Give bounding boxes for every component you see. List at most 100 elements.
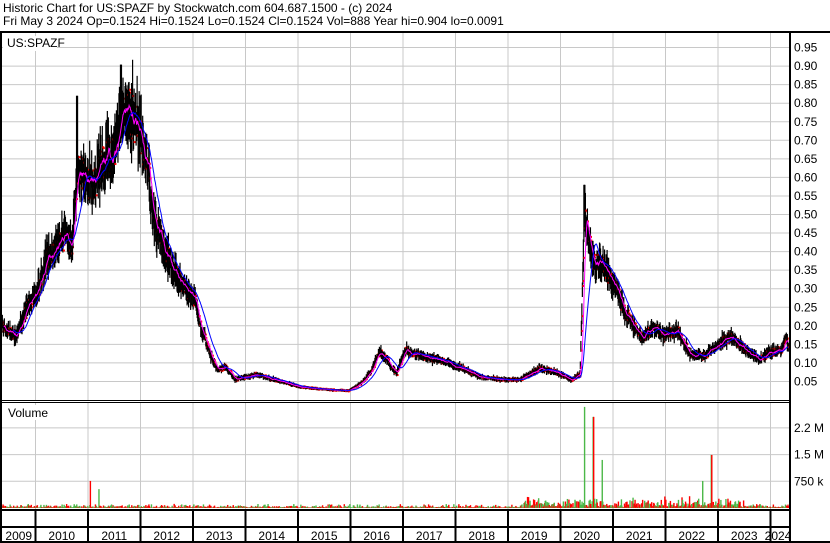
volume-bar bbox=[494, 506, 496, 508]
year-label: 2024 bbox=[765, 529, 792, 543]
symbol-label: US:SPAZF bbox=[7, 36, 65, 50]
volume-bar bbox=[763, 506, 765, 508]
volume-bar bbox=[124, 506, 126, 508]
volume-bar bbox=[197, 505, 200, 508]
price-tick-label: 0.55 bbox=[794, 189, 818, 203]
close-tick bbox=[571, 379, 574, 382]
volume-bar bbox=[555, 506, 558, 508]
close-tick bbox=[195, 294, 198, 297]
volume-bar bbox=[17, 506, 20, 508]
close-tick bbox=[678, 326, 681, 329]
volume-bar bbox=[233, 506, 235, 508]
volume-bar bbox=[441, 505, 443, 508]
volume-bar bbox=[226, 504, 229, 508]
price-tick-label: 0.45 bbox=[794, 226, 818, 240]
volume-bar bbox=[181, 504, 183, 508]
volume-bar bbox=[537, 498, 540, 508]
volume-bar bbox=[629, 500, 631, 508]
volume-bar bbox=[328, 504, 331, 508]
volume-label: Volume bbox=[8, 406, 48, 420]
volume-bar bbox=[47, 505, 50, 508]
volume-bar bbox=[275, 506, 278, 508]
close-tick bbox=[423, 358, 426, 361]
volume-bar bbox=[76, 504, 78, 508]
volume-bar bbox=[330, 504, 333, 508]
volume-bar bbox=[361, 506, 364, 508]
volume-bar bbox=[664, 496, 666, 508]
volume-bar bbox=[137, 504, 139, 508]
volume-bar bbox=[344, 505, 346, 508]
volume-bar bbox=[339, 505, 341, 508]
year-label: 2012 bbox=[153, 529, 180, 543]
volume-bar bbox=[102, 505, 105, 508]
volume-bar bbox=[36, 505, 39, 508]
volume-bar bbox=[689, 506, 691, 508]
volume-bar bbox=[193, 504, 195, 508]
volume-bar bbox=[570, 504, 573, 508]
volume-bar bbox=[765, 505, 767, 508]
volume-bar bbox=[104, 506, 106, 508]
volume-bar bbox=[24, 506, 26, 508]
volume-bar bbox=[10, 506, 12, 508]
volume-bar bbox=[221, 506, 223, 508]
volume-bar bbox=[583, 406, 586, 508]
volume-bar bbox=[272, 506, 274, 508]
volume-bar bbox=[698, 506, 701, 508]
volume-bar bbox=[252, 506, 254, 508]
volume-bar bbox=[278, 506, 281, 508]
volume-bar bbox=[521, 504, 523, 508]
volume-bar bbox=[651, 502, 653, 508]
volume-bar bbox=[489, 506, 492, 508]
volume-bar bbox=[304, 506, 306, 508]
volume-bar bbox=[451, 506, 454, 508]
price-tick-label: 0.85 bbox=[794, 78, 818, 92]
volume-bar bbox=[739, 501, 741, 508]
volume-bar bbox=[159, 505, 162, 508]
volume-bar bbox=[263, 504, 265, 508]
close-tick bbox=[114, 162, 117, 165]
close-tick bbox=[629, 314, 632, 317]
volume-bar bbox=[593, 498, 596, 508]
year-label: 2010 bbox=[48, 529, 75, 543]
volume-bar bbox=[400, 506, 403, 508]
volume-bar bbox=[493, 505, 495, 508]
volume-bar bbox=[411, 505, 413, 508]
volume-bar bbox=[255, 506, 257, 508]
volume-bar bbox=[515, 505, 517, 508]
volume-bar bbox=[55, 505, 58, 508]
volume-bar bbox=[210, 506, 212, 508]
volume-bar bbox=[382, 506, 385, 508]
volume-bar bbox=[533, 500, 536, 508]
volume-bar bbox=[769, 506, 772, 508]
volume-bar bbox=[231, 506, 233, 508]
year-label: 2019 bbox=[521, 529, 548, 543]
volume-bar bbox=[760, 505, 762, 508]
volume-bar bbox=[742, 500, 745, 508]
volume-bar bbox=[145, 505, 147, 508]
volume-bar bbox=[87, 505, 89, 508]
close-tick bbox=[726, 342, 729, 345]
quote-line: Fri May 3 2024 Op=0.1524 Hi=0.1524 Lo=0.… bbox=[3, 14, 504, 28]
price-tick-label: 0.20 bbox=[794, 319, 818, 333]
volume-bar bbox=[22, 506, 24, 508]
volume-bar bbox=[385, 505, 387, 508]
volume-bar bbox=[545, 505, 547, 508]
volume-bar bbox=[178, 505, 180, 508]
volume-bar bbox=[432, 506, 434, 508]
volume-bar bbox=[349, 504, 351, 508]
volume-bar bbox=[329, 505, 332, 508]
volume-bar bbox=[687, 503, 689, 508]
volume-bar bbox=[651, 505, 653, 508]
volume-bar bbox=[559, 505, 562, 508]
year-label: 2017 bbox=[416, 529, 443, 543]
volume-bar bbox=[690, 504, 693, 508]
volume-bar bbox=[716, 505, 718, 508]
year-label: 2018 bbox=[468, 529, 495, 543]
volume-bar bbox=[563, 506, 566, 508]
volume-bar bbox=[264, 504, 266, 508]
volume-bar bbox=[189, 505, 191, 508]
volume-bar bbox=[720, 499, 722, 508]
volume-bar bbox=[661, 504, 663, 508]
volume-bar bbox=[198, 506, 201, 508]
volume-bar bbox=[75, 506, 77, 508]
